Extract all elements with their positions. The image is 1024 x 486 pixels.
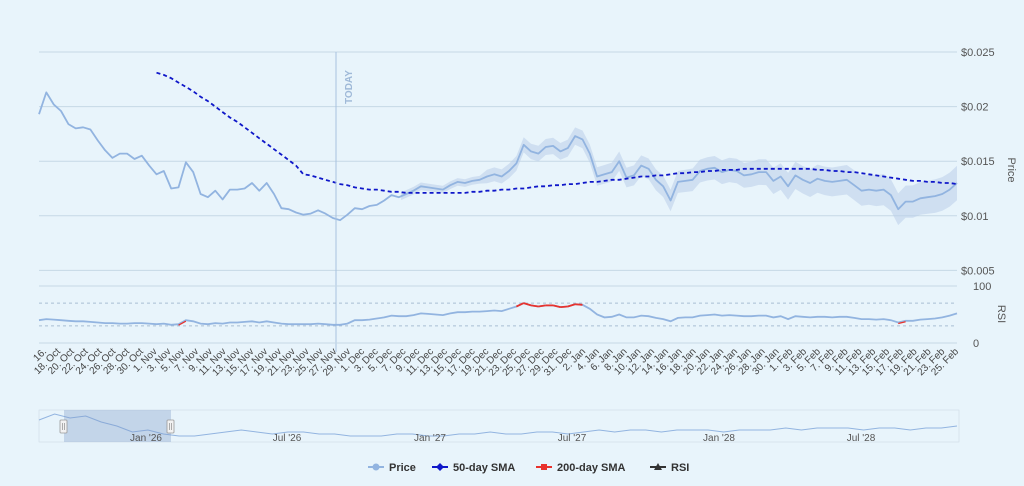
price-tick-label: $0.02 [961,102,989,114]
rsi-overbought-segment [567,303,576,308]
rsi-overbought-segment [575,303,583,306]
rsi-tick-label: 100 [973,281,991,293]
navigator-label: Jul '26 [273,433,302,444]
rsi-overbought-segment [538,304,546,308]
rsi-oversold-segment [898,321,906,325]
rsi-overbought-segment [530,304,539,308]
navigator-selected-range[interactable] [64,410,171,442]
rsi-overbought-segment [515,302,525,308]
rsi-tick-label: 0 [973,338,979,350]
price-range-band [39,89,957,226]
price-axis-title: Price [1005,157,1017,182]
price-line [38,91,958,222]
rsi-axis-title: RSI [995,305,1007,323]
navigator-label: Jan '26 [130,433,162,444]
legend-item-sma200[interactable]: 200-day SMA [536,462,626,474]
navigator-track[interactable] [38,409,960,443]
legend-item-price[interactable]: Price [368,462,416,474]
rsi-overbought-segment [560,305,568,308]
price-tick-label: $0.01 [961,211,989,223]
price-tick-label: $0.015 [961,156,995,168]
legend-item-sma50[interactable]: 50-day SMA [432,462,515,474]
sma50-line [156,71,958,194]
navigator-label: Jan '28 [703,433,735,444]
rsi-overbought-segment [523,302,532,307]
navigator-handle-right[interactable] [166,419,175,434]
rsi-bands [39,285,957,344]
legend-item-rsi[interactable]: RSI [650,462,689,474]
navigator-label: Jul '27 [558,433,587,444]
navigator-label: Jul '28 [847,433,876,444]
price-gridlines [39,51,957,271]
rsi-overbought-segment [552,304,561,308]
navigator-line [38,413,958,437]
today-marker: TODAY [335,52,355,352]
svg-text:RSI: RSI [671,462,689,474]
svg-text:200-day SMA: 200-day SMA [557,462,626,474]
navigator-labels: Jan '26 Jul '26 Jan '27 Jul '27 Jan '28 Jul '… [130,433,876,444]
price-axis-ticks: $0.025 $0.02 $0.015 $0.01 $0.005 [961,47,995,277]
price-tick-label: $0.025 [961,47,995,59]
rsi-line [38,302,958,326]
today-label: TODAY [344,70,355,104]
navigator[interactable]: Jan '26 Jul '26 Jan '27 Jul '27 Jan '28 Jul '… [38,409,960,444]
svg-text:Price: Price [389,462,416,474]
legend: Price 50-day SMA 200-day SMA RSI [368,462,689,474]
svg-text:50-day SMA: 50-day SMA [453,462,515,474]
navigator-handle-left[interactable] [59,419,68,434]
rsi-axis-ticks: 100 0 [973,281,991,350]
price-tick-label: $0.005 [961,265,995,277]
rsi-oversold-segment [178,320,187,326]
rsi-overbought-segments [178,302,906,326]
navigator-label: Jan '27 [414,433,446,444]
